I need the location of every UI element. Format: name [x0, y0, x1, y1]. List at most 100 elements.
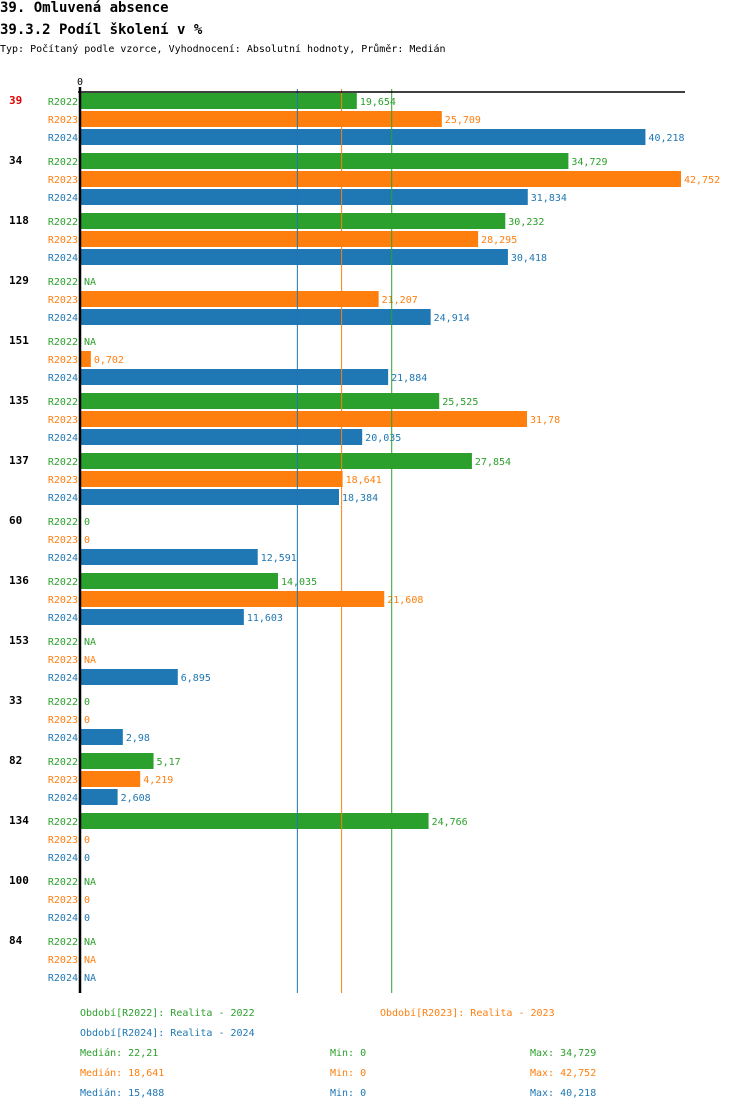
stat-max-r2022: Max: 34,729	[530, 1048, 597, 1059]
bar-r2023	[81, 471, 343, 487]
series-label: R2024	[48, 133, 78, 144]
data-label: NA	[84, 337, 96, 348]
series-label: R2022	[48, 457, 78, 468]
category-label: 153	[9, 634, 29, 647]
x-tick-label: 0	[77, 77, 83, 88]
stat-median-r2023: Medián: 18,641	[80, 1068, 165, 1079]
series-label: R2023	[48, 775, 78, 786]
bar-r2023	[81, 411, 528, 427]
data-label: 19,654	[360, 97, 396, 108]
bar-r2023	[81, 231, 479, 247]
bar-r2024	[81, 429, 363, 445]
bar-r2024	[81, 309, 431, 325]
category-label: 151	[9, 334, 29, 347]
series-label: R2023	[48, 295, 78, 306]
bar-r2022	[81, 453, 472, 469]
category-label: 134	[9, 814, 29, 827]
series-label: R2024	[48, 673, 78, 684]
series-label: R2022	[48, 577, 78, 588]
data-label: 0,702	[94, 355, 124, 366]
data-label: 0	[84, 535, 90, 546]
bar-r2024	[81, 549, 258, 565]
bar-r2023	[81, 591, 385, 607]
data-label: 18,384	[342, 493, 378, 504]
chart-meta: Typ: Počítaný podle vzorce, Vyhodnocení:…	[0, 44, 446, 55]
category-label: 84	[9, 934, 23, 947]
stat-median-r2024: Medián: 15,488	[80, 1088, 165, 1099]
data-label: 14,035	[281, 577, 317, 588]
series-label: R2023	[48, 115, 78, 126]
series-label: R2022	[48, 757, 78, 768]
series-label: R2023	[48, 655, 78, 666]
bar-r2022	[81, 573, 278, 589]
legend-period-r2023: Období[R2023]: Realita - 2023	[380, 1008, 555, 1019]
data-label: NA	[84, 277, 96, 288]
bar-r2023	[81, 111, 442, 127]
series-label: R2023	[48, 535, 78, 546]
data-label: 42,752	[684, 175, 720, 186]
data-label: 40,218	[648, 133, 684, 144]
data-label: 12,591	[261, 553, 297, 564]
series-label: R2022	[48, 517, 78, 528]
bar-r2022	[81, 753, 154, 769]
stat-median-r2022: Medián: 22,21	[80, 1048, 159, 1059]
bar-r2024	[81, 609, 244, 625]
stat-min-r2022: Min: 0	[330, 1048, 367, 1059]
series-label: R2022	[48, 397, 78, 408]
series-label: R2022	[48, 877, 78, 888]
data-label: 21,884	[391, 373, 427, 384]
category-label: 136	[9, 574, 29, 587]
series-label: R2022	[48, 637, 78, 648]
series-label: R2023	[48, 595, 78, 606]
series-label: R2024	[48, 433, 78, 444]
stat-min-r2023: Min: 0	[330, 1068, 367, 1079]
data-label: 0	[84, 835, 90, 846]
series-label: R2023	[48, 415, 78, 426]
series-label: R2022	[48, 817, 78, 828]
data-label: NA	[84, 637, 96, 648]
data-label: 0	[84, 853, 90, 864]
series-label: R2022	[48, 277, 78, 288]
data-label: 30,232	[508, 217, 544, 228]
data-label: 6,895	[181, 673, 211, 684]
bar-r2023	[81, 171, 681, 187]
series-label: R2024	[48, 973, 78, 984]
data-label: 0	[84, 895, 90, 906]
series-label: R2023	[48, 715, 78, 726]
series-label: R2022	[48, 937, 78, 948]
stat-max-r2024: Max: 40,218	[530, 1088, 597, 1099]
bar-r2024	[81, 189, 528, 205]
bar-r2023	[81, 291, 379, 307]
category-label: 39	[9, 94, 22, 107]
category-label: 33	[9, 694, 22, 707]
data-label: 20,035	[365, 433, 401, 444]
series-label: R2024	[48, 613, 78, 624]
series-label: R2023	[48, 355, 78, 366]
data-label: 0	[84, 697, 90, 708]
data-label: 0	[84, 517, 90, 528]
stat-min-r2024: Min: 0	[330, 1088, 367, 1099]
category-label: 60	[9, 514, 22, 527]
bar-r2024	[81, 669, 178, 685]
series-label: R2024	[48, 313, 78, 324]
chart-subtitle: 39.3.2 Podíl školení v %	[0, 22, 203, 38]
series-label: R2022	[48, 337, 78, 348]
category-label: 129	[9, 274, 29, 287]
bar-r2023	[81, 771, 141, 787]
bar-r2024	[81, 369, 389, 385]
bar-r2022	[81, 813, 429, 829]
data-label: 28,295	[481, 235, 517, 246]
series-label: R2022	[48, 157, 78, 168]
data-label: NA	[84, 877, 96, 888]
data-label: NA	[84, 973, 96, 984]
series-label: R2024	[48, 193, 78, 204]
data-label: 11,603	[247, 613, 283, 624]
data-label: 24,914	[434, 313, 470, 324]
series-label: R2024	[48, 253, 78, 264]
category-label: 100	[9, 874, 29, 887]
category-label: 137	[9, 454, 29, 467]
series-label: R2022	[48, 217, 78, 228]
bar-r2022	[81, 213, 506, 229]
bar-r2024	[81, 729, 123, 745]
series-label: R2023	[48, 175, 78, 186]
